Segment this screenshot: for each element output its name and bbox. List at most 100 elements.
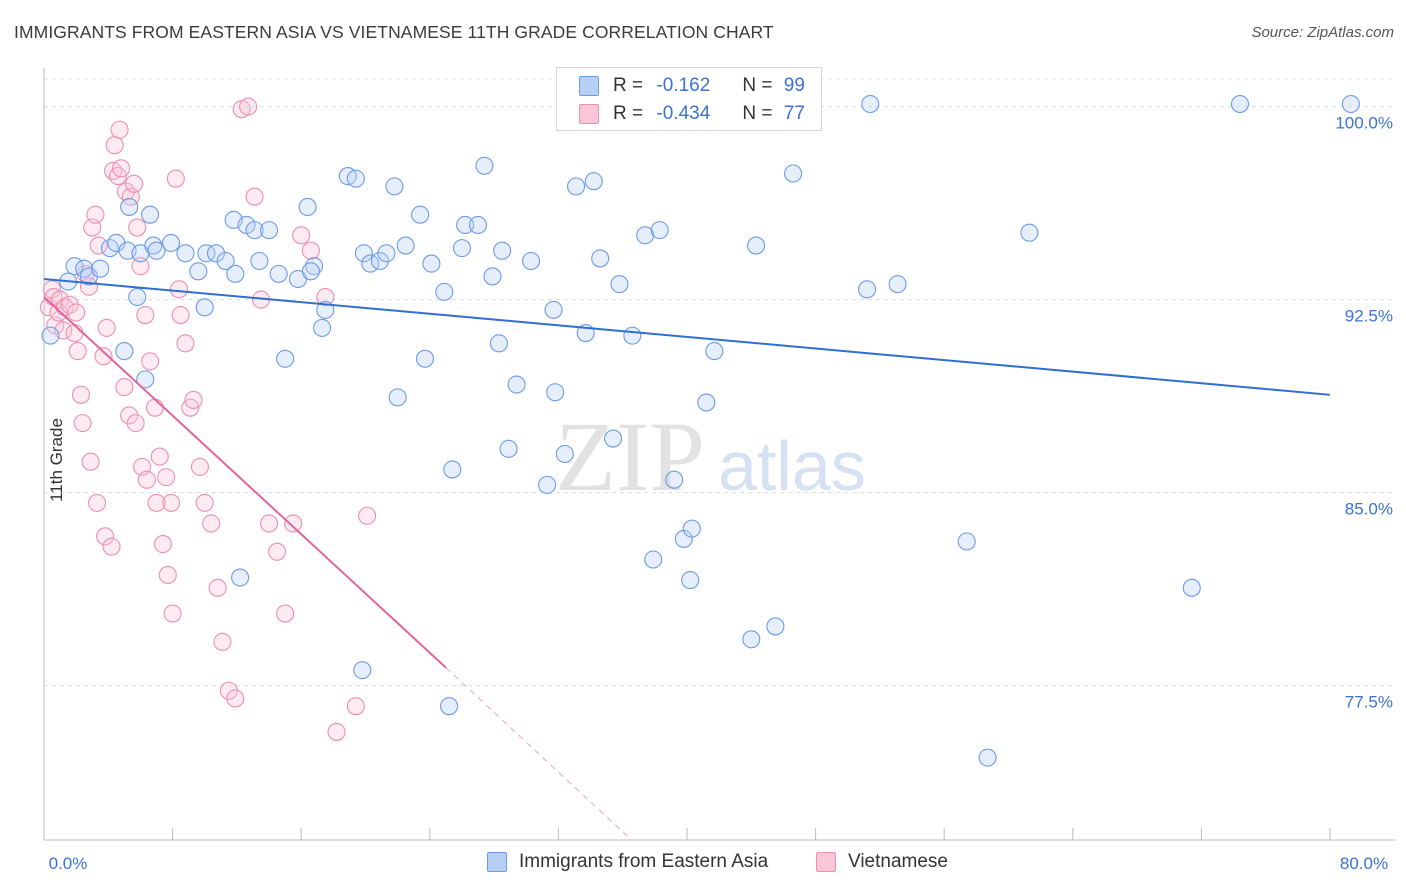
vietnamese-point bbox=[110, 120, 129, 139]
eastern-asia-point bbox=[489, 334, 508, 353]
vietnamese-point bbox=[102, 537, 121, 556]
vietnamese-point bbox=[163, 604, 182, 623]
vietnamese-point bbox=[89, 236, 108, 255]
vietnamese-point bbox=[327, 722, 346, 741]
eastern-asia-point bbox=[644, 550, 663, 569]
bottom-legend-vietnamese: Vietnamese bbox=[816, 851, 948, 873]
vietnamese-point bbox=[292, 226, 311, 245]
vietnamese-points bbox=[39, 97, 377, 741]
eastern-asia-point bbox=[346, 169, 365, 188]
vietnamese-point bbox=[158, 565, 177, 584]
eastern-asia-point bbox=[91, 259, 110, 278]
vietnamese-point bbox=[147, 493, 166, 512]
vietnamese-trend-extension bbox=[445, 667, 632, 841]
bottom-legend-swatch-pink bbox=[816, 852, 836, 872]
eastern-asia-point bbox=[206, 244, 226, 263]
eastern-asia-point bbox=[1341, 94, 1360, 114]
eastern-asia-trend-line bbox=[43, 278, 1331, 396]
eastern-asia-point bbox=[396, 236, 415, 255]
vietnamese-point bbox=[176, 334, 195, 353]
vietnamese-point bbox=[301, 241, 320, 260]
y-tick-label: 77.5% bbox=[1345, 693, 1393, 712]
eastern-asia-point bbox=[195, 298, 214, 317]
eastern-asia-point bbox=[584, 172, 603, 191]
eastern-asia-point bbox=[197, 244, 216, 263]
eastern-asia-point bbox=[468, 215, 488, 235]
vietnamese-point bbox=[131, 257, 150, 276]
eastern-asia-point bbox=[546, 383, 565, 402]
eastern-asia-point bbox=[388, 388, 407, 407]
eastern-asia-point bbox=[452, 239, 472, 258]
vietnamese-point bbox=[94, 347, 113, 366]
eastern-asia-point bbox=[650, 221, 669, 240]
eastern-asia-point bbox=[385, 177, 404, 196]
eastern-asia-point bbox=[522, 251, 541, 271]
eastern-asia-point bbox=[147, 241, 166, 260]
y-axis-label: 11th Grade bbox=[46, 418, 66, 502]
trend-lines bbox=[43, 278, 1331, 841]
eastern-asia-point bbox=[555, 444, 574, 464]
eastern-asia-point bbox=[957, 532, 976, 551]
eastern-asia-point bbox=[766, 617, 785, 636]
eastern-asia-point bbox=[888, 275, 907, 294]
eastern-asia-point bbox=[144, 236, 163, 255]
vietnamese-point bbox=[213, 632, 232, 651]
legend-r-value: -0.162 bbox=[656, 75, 711, 96]
vietnamese-point bbox=[284, 514, 303, 533]
legend-row-vietnamese: R = -0.434 N = 77 bbox=[579, 101, 805, 127]
eastern-asia-point bbox=[128, 287, 147, 307]
vietnamese-point bbox=[136, 305, 155, 325]
vietnamese-point bbox=[71, 385, 91, 404]
axes bbox=[43, 68, 1395, 841]
vietnamese-point bbox=[166, 169, 185, 188]
vietnamese-point bbox=[81, 452, 100, 471]
bottom-legend-label: Vietnamese bbox=[848, 851, 948, 872]
eastern-asia-point bbox=[483, 267, 502, 286]
vietnamese-point bbox=[128, 218, 147, 237]
eastern-asia-point bbox=[861, 94, 880, 114]
eastern-asia-point bbox=[313, 318, 332, 337]
vietnamese-point bbox=[316, 287, 335, 307]
eastern-asia-point bbox=[115, 342, 134, 361]
eastern-asia-point bbox=[978, 748, 997, 767]
eastern-asia-point bbox=[1182, 578, 1201, 597]
legend-n-value: 77 bbox=[783, 103, 805, 124]
eastern-asia-point bbox=[435, 282, 454, 301]
vietnamese-point bbox=[86, 205, 105, 224]
vietnamese-point bbox=[245, 187, 264, 206]
legend-r-label: R = bbox=[613, 103, 644, 124]
legend-row-eastern-asia: R = -0.162 N = 99 bbox=[579, 73, 805, 99]
eastern-asia-point bbox=[567, 177, 586, 196]
vietnamese-point bbox=[153, 535, 173, 554]
legend-swatch-pink bbox=[579, 104, 599, 124]
eastern-asia-point bbox=[440, 697, 459, 716]
eastern-asia-point bbox=[161, 233, 181, 253]
vietnamese-point bbox=[239, 97, 258, 116]
vietnamese-trend-line bbox=[43, 296, 447, 669]
x-tick-label: 0.0% bbox=[49, 854, 88, 873]
bottom-legend-label: Immigrants from Eastern Asia bbox=[519, 851, 769, 872]
eastern-asia-point bbox=[1020, 223, 1039, 242]
vietnamese-point bbox=[115, 378, 134, 397]
eastern-asia-point bbox=[305, 257, 324, 276]
eastern-asia-point bbox=[136, 370, 155, 389]
vietnamese-point bbox=[96, 527, 115, 546]
eastern-asia-point bbox=[636, 226, 655, 245]
eastern-asia-point bbox=[665, 470, 684, 489]
eastern-asia-point bbox=[604, 429, 623, 448]
vietnamese-point bbox=[141, 352, 160, 371]
eastern-asia-point bbox=[141, 205, 160, 224]
y-tick-label: 100.0% bbox=[1335, 114, 1393, 133]
eastern-asia-point bbox=[443, 460, 462, 479]
vietnamese-point bbox=[171, 305, 190, 325]
watermark-atlas: atlas bbox=[718, 427, 866, 505]
vietnamese-point bbox=[190, 457, 209, 476]
eastern-asia-point bbox=[120, 197, 139, 217]
legend-r-value: -0.434 bbox=[656, 103, 711, 124]
eastern-asia-point bbox=[697, 393, 716, 412]
vietnamese-point bbox=[161, 493, 181, 512]
watermark-zip: ZIP bbox=[555, 401, 705, 512]
source-label: Source: ZipAtlas.com bbox=[1251, 24, 1394, 41]
eastern-asia-point bbox=[377, 244, 396, 263]
x-tick-label: 80.0% bbox=[1340, 854, 1388, 873]
